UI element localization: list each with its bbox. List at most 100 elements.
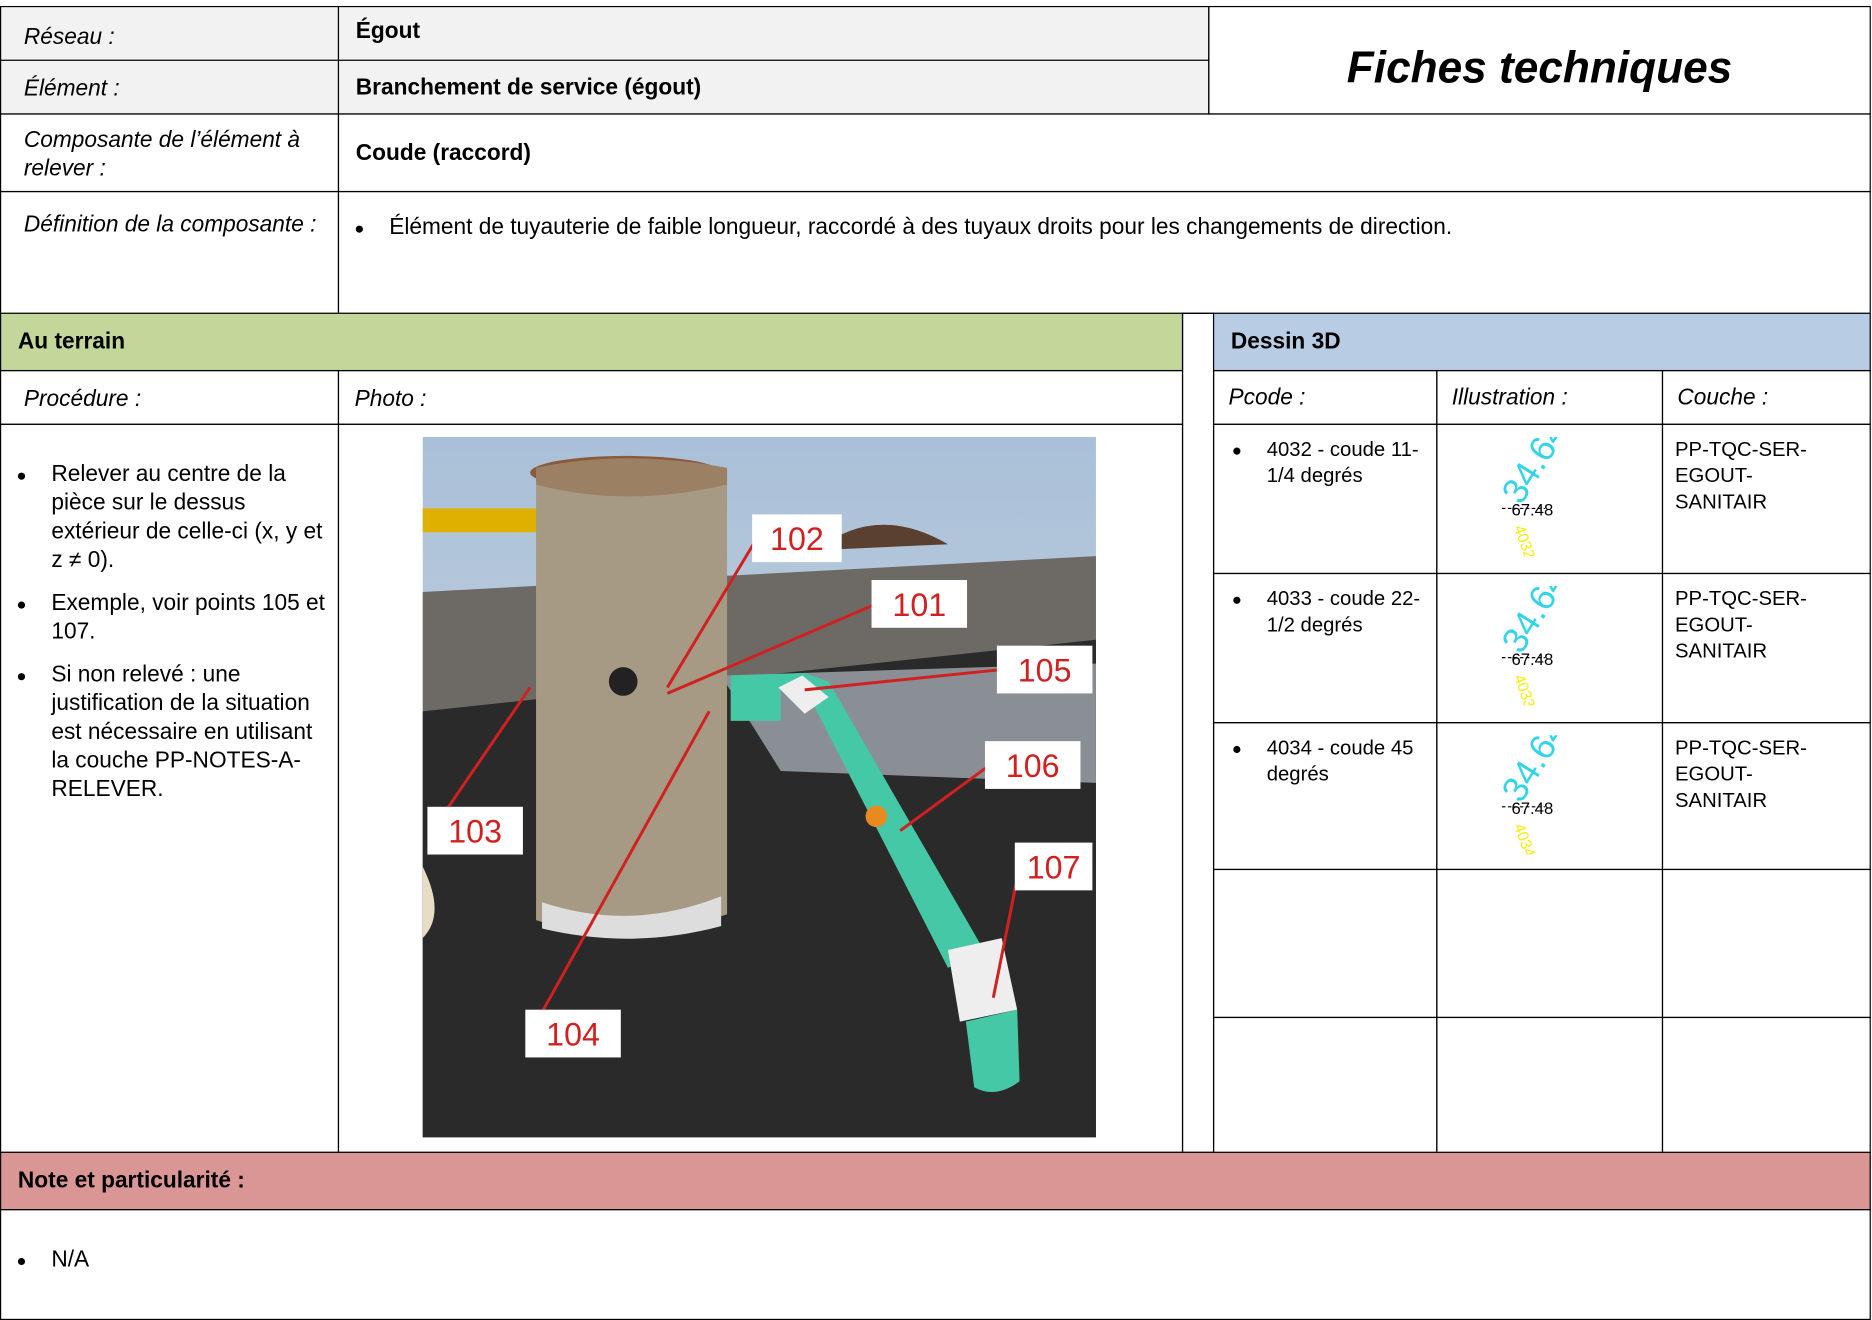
item-text: Élément de tuyauterie de faible longueur… bbox=[389, 214, 1453, 240]
illustration-elev: 67.48 bbox=[1511, 799, 1553, 818]
illustration-code: 4033 bbox=[1510, 672, 1538, 705]
callout-box bbox=[984, 741, 1081, 789]
empty-cell bbox=[1436, 868, 1664, 1019]
pcode-list: 4032 - coude 11-1/4 degrés bbox=[1226, 437, 1431, 490]
callout-box bbox=[1014, 842, 1093, 891]
illustration-value: 34.644 bbox=[1494, 437, 1586, 510]
pcode: 4034 - coude 45 degrés bbox=[1266, 736, 1414, 786]
callout-label: 106 bbox=[1006, 748, 1060, 784]
bullet bbox=[17, 601, 26, 609]
procedure-box: Relever au centre de la pièce sur le des… bbox=[0, 423, 340, 1153]
photo: 102 101 105 106 103 107 104 bbox=[422, 436, 1096, 1138]
callout-label: 102 bbox=[770, 521, 824, 557]
callout-label: 107 bbox=[1027, 849, 1081, 885]
callout-line bbox=[899, 763, 991, 832]
table-cell: 4034 - coude 45 degrés bbox=[1212, 722, 1438, 871]
definition-box: Élément de tuyauterie de faible longueur… bbox=[337, 190, 1871, 314]
illustration-elev: 67.48 bbox=[1511, 501, 1553, 520]
photo-box: 102 101 105 106 103 107 104 bbox=[337, 423, 1184, 1153]
table-cell: 4032 - coude 11-1/4 degrés bbox=[1212, 423, 1438, 575]
bullet bbox=[1233, 447, 1241, 455]
item-text: Relever au centre de la pièce sur le des… bbox=[51, 461, 323, 573]
pcode-list: 4033 - coude 22-1/2 degrés bbox=[1226, 586, 1431, 639]
callout-line bbox=[804, 668, 1002, 692]
section-header: Dessin 3D bbox=[1212, 312, 1871, 372]
column-header: Pcode : bbox=[1212, 369, 1438, 425]
bullet bbox=[17, 472, 26, 480]
procedure-label: Procédure : bbox=[0, 369, 340, 425]
callout-line bbox=[666, 602, 877, 695]
item-text: Si non relevé : une justification de la … bbox=[51, 662, 313, 803]
pcode-list: 4034 - coude 45 degrés bbox=[1226, 735, 1431, 788]
item-text: N/A bbox=[51, 1247, 90, 1273]
callout-line bbox=[666, 537, 759, 689]
bullet bbox=[17, 673, 26, 681]
list-item: Relever au centre de la pièce sur le des… bbox=[13, 461, 328, 576]
list-item: Exemple, voir points 105 et 107. bbox=[13, 590, 328, 647]
couche: PP-TQC-SER-EGOUT-SANITAIR bbox=[1675, 438, 1807, 514]
note-list: N/A bbox=[13, 1246, 1869, 1275]
column-header: Illustration : bbox=[1436, 369, 1664, 425]
callout-label: 101 bbox=[892, 587, 946, 623]
couche: PP-TQC-SER-EGOUT-SANITAIR bbox=[1675, 736, 1807, 812]
callout-label: 104 bbox=[546, 1017, 600, 1053]
bullet bbox=[1233, 596, 1241, 604]
table-cell: PP-TQC-SER-EGOUT-SANITAIR bbox=[1661, 423, 1871, 575]
reseau-value: Égout bbox=[337, 5, 1210, 61]
callout-label: 103 bbox=[448, 814, 502, 850]
composante-label: Composante de l’élément à relever : bbox=[0, 113, 340, 193]
photo-label: Photo : bbox=[337, 369, 1184, 425]
list-item: Si non relevé : une justification de la … bbox=[13, 661, 328, 804]
table-cell: PP-TQC-SER-EGOUT-SANITAIR bbox=[1661, 722, 1871, 871]
callout-box bbox=[996, 645, 1093, 694]
empty-cell bbox=[1212, 868, 1438, 1019]
pcode: 4032 - coude 11-1/4 degrés bbox=[1266, 438, 1419, 487]
illustration-value: 34.644 bbox=[1494, 735, 1586, 808]
bullet bbox=[1233, 745, 1241, 754]
bullet bbox=[17, 1257, 26, 1266]
note-box: N/A bbox=[0, 1209, 1871, 1320]
separator bbox=[1181, 312, 1215, 1153]
illustration-code: 4032 bbox=[1510, 523, 1538, 556]
empty-cell bbox=[1436, 1016, 1664, 1155]
table-cell: PP-TQC-SER-EGOUT-SANITAIR bbox=[1661, 572, 1871, 724]
composante-value: Coude (raccord) bbox=[337, 113, 1871, 193]
empty-cell bbox=[1661, 1016, 1871, 1155]
column-header: Couche : bbox=[1661, 369, 1871, 425]
element-value: Branchement de service (égout) bbox=[337, 59, 1210, 115]
illustration-code: 4034 bbox=[1510, 821, 1538, 854]
illustration-elev: 67.48 bbox=[1511, 650, 1553, 669]
list-item: 4034 - coude 45 degrés bbox=[1226, 735, 1431, 788]
table-cell: 34.644 67.48 4032 bbox=[1436, 423, 1664, 575]
list-item: N/A bbox=[13, 1246, 1869, 1275]
list-item: Élément de tuyauterie de faible longueur… bbox=[351, 214, 1870, 243]
title: Fiches techniques bbox=[1208, 5, 1871, 115]
couche: PP-TQC-SER-EGOUT-SANITAIR bbox=[1675, 587, 1807, 663]
list-item: 4033 - coude 22-1/2 degrés bbox=[1226, 586, 1431, 639]
illustration-value: 34.644 bbox=[1494, 586, 1586, 659]
note-header: Note et particularité : bbox=[0, 1151, 1871, 1211]
procedure-list: Relever au centre de la pièce sur le des… bbox=[13, 461, 328, 805]
reseau-label: Réseau : bbox=[0, 5, 340, 61]
callout-box bbox=[752, 514, 842, 563]
empty-cell bbox=[1212, 1016, 1438, 1155]
callout-box bbox=[871, 580, 968, 628]
definition-label: Définition de la composante : bbox=[0, 190, 340, 314]
empty-cell bbox=[1661, 868, 1871, 1019]
section-header: Au terrain bbox=[0, 312, 1184, 372]
list-item: 4032 - coude 11-1/4 degrés bbox=[1226, 437, 1431, 490]
callout-box bbox=[427, 806, 523, 855]
table-cell: 34.644 67.48 4033 bbox=[1436, 572, 1664, 724]
bullet bbox=[355, 225, 363, 233]
callout-label: 105 bbox=[1018, 652, 1072, 688]
table-cell: 34.644 67.48 4034 bbox=[1436, 722, 1664, 871]
element-label: Élément : bbox=[0, 59, 340, 115]
callout-line bbox=[528, 710, 711, 1035]
table-cell: 4033 - coude 22-1/2 degrés bbox=[1212, 572, 1438, 724]
item-text: Exemple, voir points 105 et 107. bbox=[51, 590, 325, 645]
